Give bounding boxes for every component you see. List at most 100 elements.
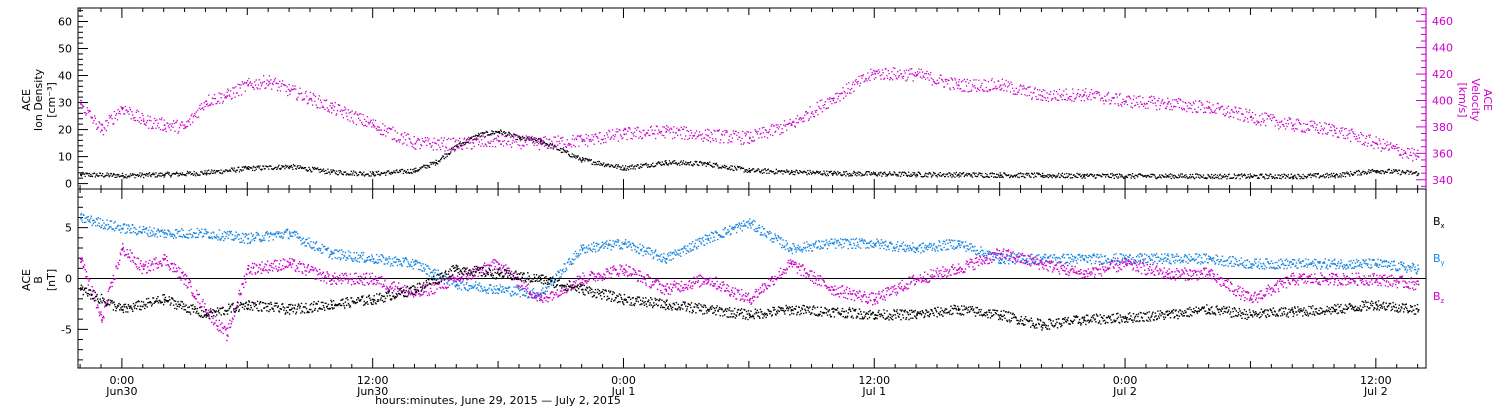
by-point xyxy=(213,236,215,238)
density-point xyxy=(113,173,115,175)
velocity-point xyxy=(181,121,183,123)
velocity-point xyxy=(208,94,210,96)
velocity-point xyxy=(790,123,792,125)
velocity-point xyxy=(1205,107,1208,109)
by-point xyxy=(446,283,449,285)
density-point xyxy=(1038,172,1040,174)
velocity-point xyxy=(1023,87,1025,89)
by-point xyxy=(494,292,496,295)
velocity-point xyxy=(581,138,583,140)
velocity-point xyxy=(1061,93,1063,96)
velocity-point xyxy=(359,119,361,121)
density-point xyxy=(492,131,494,133)
density-point xyxy=(759,172,761,174)
velocity-point xyxy=(1360,132,1362,134)
velocity-point xyxy=(1224,115,1226,117)
velocity-point xyxy=(419,147,421,150)
density-point xyxy=(1153,174,1155,176)
velocity-point xyxy=(655,125,658,127)
velocity-point xyxy=(572,134,574,137)
velocity-point xyxy=(1153,96,1155,98)
by-point xyxy=(110,226,112,228)
density-point xyxy=(1222,175,1224,177)
density-point xyxy=(514,134,516,136)
density-point xyxy=(788,170,790,172)
velocity-point xyxy=(1036,89,1039,91)
velocity-point xyxy=(725,132,727,134)
density-point xyxy=(309,168,311,170)
velocity-point xyxy=(600,138,603,140)
density-point xyxy=(981,172,983,175)
by-point xyxy=(461,281,464,283)
velocity-point xyxy=(916,71,919,73)
by-point xyxy=(127,224,130,226)
velocity-point xyxy=(795,118,797,120)
by-point xyxy=(347,250,350,252)
velocity-point xyxy=(1197,111,1199,113)
velocity-point xyxy=(1410,154,1412,157)
by-point xyxy=(471,285,473,287)
by-point xyxy=(119,225,121,227)
density-point xyxy=(893,171,895,173)
density-point xyxy=(1153,174,1156,176)
density-point xyxy=(1377,170,1379,172)
density-point xyxy=(1374,171,1377,173)
velocity-point xyxy=(571,138,573,140)
velocity-point xyxy=(510,136,512,138)
density-point xyxy=(1220,178,1222,180)
by-point xyxy=(398,259,400,261)
density-point xyxy=(1221,176,1224,179)
velocity-point xyxy=(422,140,424,142)
density-point xyxy=(302,167,304,169)
density-point xyxy=(267,166,269,168)
density-point xyxy=(1156,177,1159,179)
density-point xyxy=(1371,169,1373,171)
density-point xyxy=(870,172,873,174)
density-point xyxy=(351,174,353,176)
density-point xyxy=(1099,175,1102,177)
by-point xyxy=(550,281,552,284)
density-point xyxy=(816,170,818,172)
by-point xyxy=(581,246,583,248)
velocity-point xyxy=(462,144,464,146)
density-point xyxy=(1006,174,1008,177)
density-point xyxy=(286,165,288,167)
by-point xyxy=(178,235,180,237)
velocity-point xyxy=(732,130,734,132)
density-point xyxy=(959,172,961,174)
density-point xyxy=(216,170,218,172)
density-point xyxy=(252,169,254,171)
density-point xyxy=(920,175,922,178)
velocity-point xyxy=(770,125,772,127)
by-point xyxy=(394,256,397,258)
by-point xyxy=(198,233,200,236)
density-point xyxy=(437,160,440,162)
velocity-point xyxy=(1401,148,1403,150)
velocity-point xyxy=(1069,96,1071,98)
velocity-point xyxy=(891,71,893,73)
velocity-point xyxy=(1404,152,1406,154)
velocity-point xyxy=(1044,97,1047,99)
velocity-point xyxy=(1233,111,1235,113)
velocity-point xyxy=(1149,96,1151,98)
velocity-point xyxy=(1371,144,1373,146)
velocity-point xyxy=(1025,88,1027,90)
velocity-point xyxy=(990,79,993,82)
velocity-point xyxy=(1008,85,1010,87)
by-point xyxy=(527,295,530,298)
density-point xyxy=(1129,174,1131,176)
by-point xyxy=(112,228,115,230)
velocity-point xyxy=(92,122,94,124)
by-point xyxy=(253,240,256,242)
density-point xyxy=(776,172,778,174)
by-point xyxy=(276,231,278,233)
density-tick-label: 0 xyxy=(65,178,72,191)
by-point xyxy=(515,286,517,288)
density-point xyxy=(1087,175,1089,177)
density-point xyxy=(717,167,720,169)
density-point xyxy=(736,169,738,171)
velocity-point xyxy=(428,138,430,140)
by-point xyxy=(341,253,343,256)
velocity-point xyxy=(989,89,991,92)
velocity-point xyxy=(554,146,556,148)
